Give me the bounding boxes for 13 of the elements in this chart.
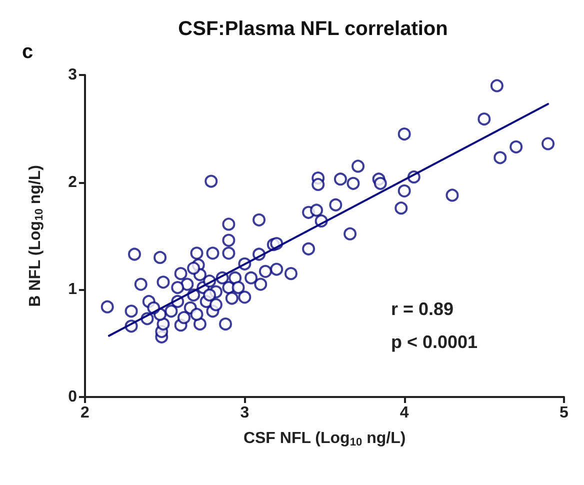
y-tick-label: 2: [68, 174, 78, 191]
x-tick-label: 5: [560, 404, 569, 422]
y-tick-label: 1: [68, 281, 78, 298]
y-tick-label: 0: [68, 388, 78, 406]
x-tick-label: 3: [240, 404, 250, 422]
y-axis-title: B NFL (Log10 ng/L): [27, 165, 46, 307]
x-tick-label: 2: [80, 404, 90, 422]
annotation: p < 0.0001: [391, 332, 478, 352]
x-tick-label: 4: [400, 404, 409, 422]
y-tick-label: 3: [68, 66, 78, 84]
annotation: r = 0.89: [391, 299, 454, 319]
text: c: [22, 41, 34, 63]
chart-title: CSF:Plasma NFL correlation: [178, 18, 448, 40]
